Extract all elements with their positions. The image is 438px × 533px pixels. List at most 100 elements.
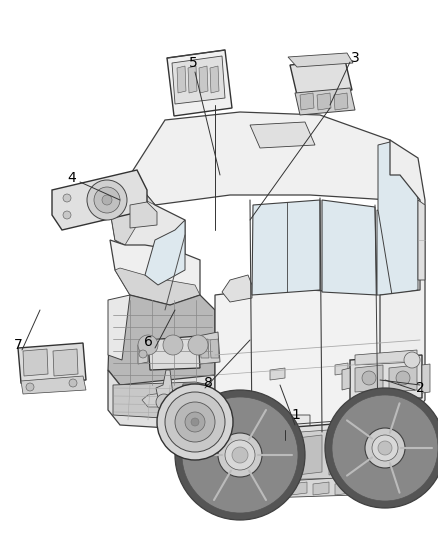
- Circle shape: [185, 412, 205, 432]
- Circle shape: [157, 384, 233, 460]
- Text: 3: 3: [351, 51, 359, 65]
- Circle shape: [156, 394, 172, 410]
- Polygon shape: [297, 435, 322, 475]
- Polygon shape: [181, 384, 209, 400]
- Polygon shape: [21, 376, 86, 394]
- Polygon shape: [360, 431, 368, 472]
- Polygon shape: [18, 343, 86, 383]
- Text: 7: 7: [14, 338, 22, 352]
- Polygon shape: [260, 428, 355, 480]
- Polygon shape: [300, 93, 314, 110]
- Circle shape: [175, 390, 305, 520]
- Circle shape: [362, 371, 376, 385]
- Polygon shape: [255, 422, 360, 488]
- Polygon shape: [334, 93, 348, 110]
- Text: 1: 1: [292, 408, 300, 422]
- Polygon shape: [322, 200, 377, 295]
- Polygon shape: [295, 88, 355, 115]
- Polygon shape: [53, 349, 78, 376]
- Polygon shape: [389, 365, 417, 392]
- Polygon shape: [290, 60, 352, 95]
- Polygon shape: [247, 442, 255, 467]
- Polygon shape: [115, 268, 200, 305]
- Polygon shape: [168, 415, 310, 458]
- Circle shape: [404, 352, 420, 368]
- Polygon shape: [380, 140, 425, 435]
- Polygon shape: [329, 435, 354, 475]
- Polygon shape: [130, 112, 400, 205]
- Polygon shape: [108, 295, 215, 390]
- Polygon shape: [156, 370, 173, 398]
- Circle shape: [396, 371, 410, 385]
- Circle shape: [365, 428, 405, 468]
- Text: 4: 4: [67, 171, 76, 185]
- Circle shape: [218, 433, 262, 477]
- Polygon shape: [355, 365, 383, 392]
- Polygon shape: [291, 482, 307, 495]
- Circle shape: [232, 447, 248, 463]
- Polygon shape: [269, 482, 285, 495]
- Polygon shape: [110, 175, 185, 270]
- Polygon shape: [377, 210, 400, 295]
- Polygon shape: [250, 122, 315, 148]
- Polygon shape: [345, 410, 430, 455]
- Polygon shape: [167, 50, 232, 116]
- Polygon shape: [198, 332, 220, 364]
- Polygon shape: [113, 382, 210, 420]
- Polygon shape: [23, 349, 48, 376]
- Circle shape: [165, 392, 225, 452]
- Polygon shape: [222, 275, 252, 302]
- Circle shape: [175, 402, 215, 442]
- Circle shape: [26, 383, 34, 391]
- Polygon shape: [177, 66, 186, 93]
- Polygon shape: [265, 477, 355, 498]
- Polygon shape: [313, 482, 329, 495]
- Polygon shape: [215, 290, 420, 440]
- Circle shape: [182, 397, 298, 513]
- Polygon shape: [317, 93, 331, 110]
- Polygon shape: [199, 66, 208, 93]
- Polygon shape: [172, 56, 225, 104]
- Polygon shape: [270, 368, 285, 380]
- Polygon shape: [110, 175, 155, 245]
- Polygon shape: [355, 350, 417, 365]
- Polygon shape: [288, 53, 353, 67]
- Circle shape: [191, 418, 199, 426]
- Polygon shape: [422, 364, 430, 393]
- Polygon shape: [335, 363, 348, 375]
- Circle shape: [332, 395, 438, 501]
- Circle shape: [325, 388, 438, 508]
- Polygon shape: [200, 339, 209, 358]
- Polygon shape: [142, 393, 168, 407]
- Polygon shape: [350, 355, 422, 400]
- Circle shape: [372, 435, 398, 461]
- Polygon shape: [378, 142, 418, 295]
- Circle shape: [163, 335, 183, 355]
- Polygon shape: [252, 200, 320, 295]
- Polygon shape: [210, 339, 219, 358]
- Circle shape: [225, 440, 255, 470]
- Polygon shape: [188, 66, 197, 93]
- Polygon shape: [342, 368, 350, 390]
- Circle shape: [188, 335, 208, 355]
- Circle shape: [87, 180, 127, 220]
- Text: 6: 6: [144, 335, 152, 349]
- Polygon shape: [138, 343, 148, 364]
- Circle shape: [94, 187, 120, 213]
- Polygon shape: [335, 482, 351, 495]
- Circle shape: [63, 194, 71, 202]
- Polygon shape: [130, 202, 157, 228]
- Circle shape: [102, 195, 112, 205]
- Circle shape: [378, 441, 392, 455]
- Text: 8: 8: [204, 376, 212, 390]
- Polygon shape: [210, 66, 219, 93]
- Polygon shape: [265, 435, 290, 475]
- Circle shape: [69, 379, 77, 387]
- Text: 5: 5: [189, 56, 198, 70]
- Polygon shape: [418, 200, 425, 280]
- Polygon shape: [108, 370, 215, 430]
- Polygon shape: [52, 170, 147, 230]
- Circle shape: [138, 335, 158, 355]
- Circle shape: [139, 350, 147, 358]
- Polygon shape: [145, 220, 185, 285]
